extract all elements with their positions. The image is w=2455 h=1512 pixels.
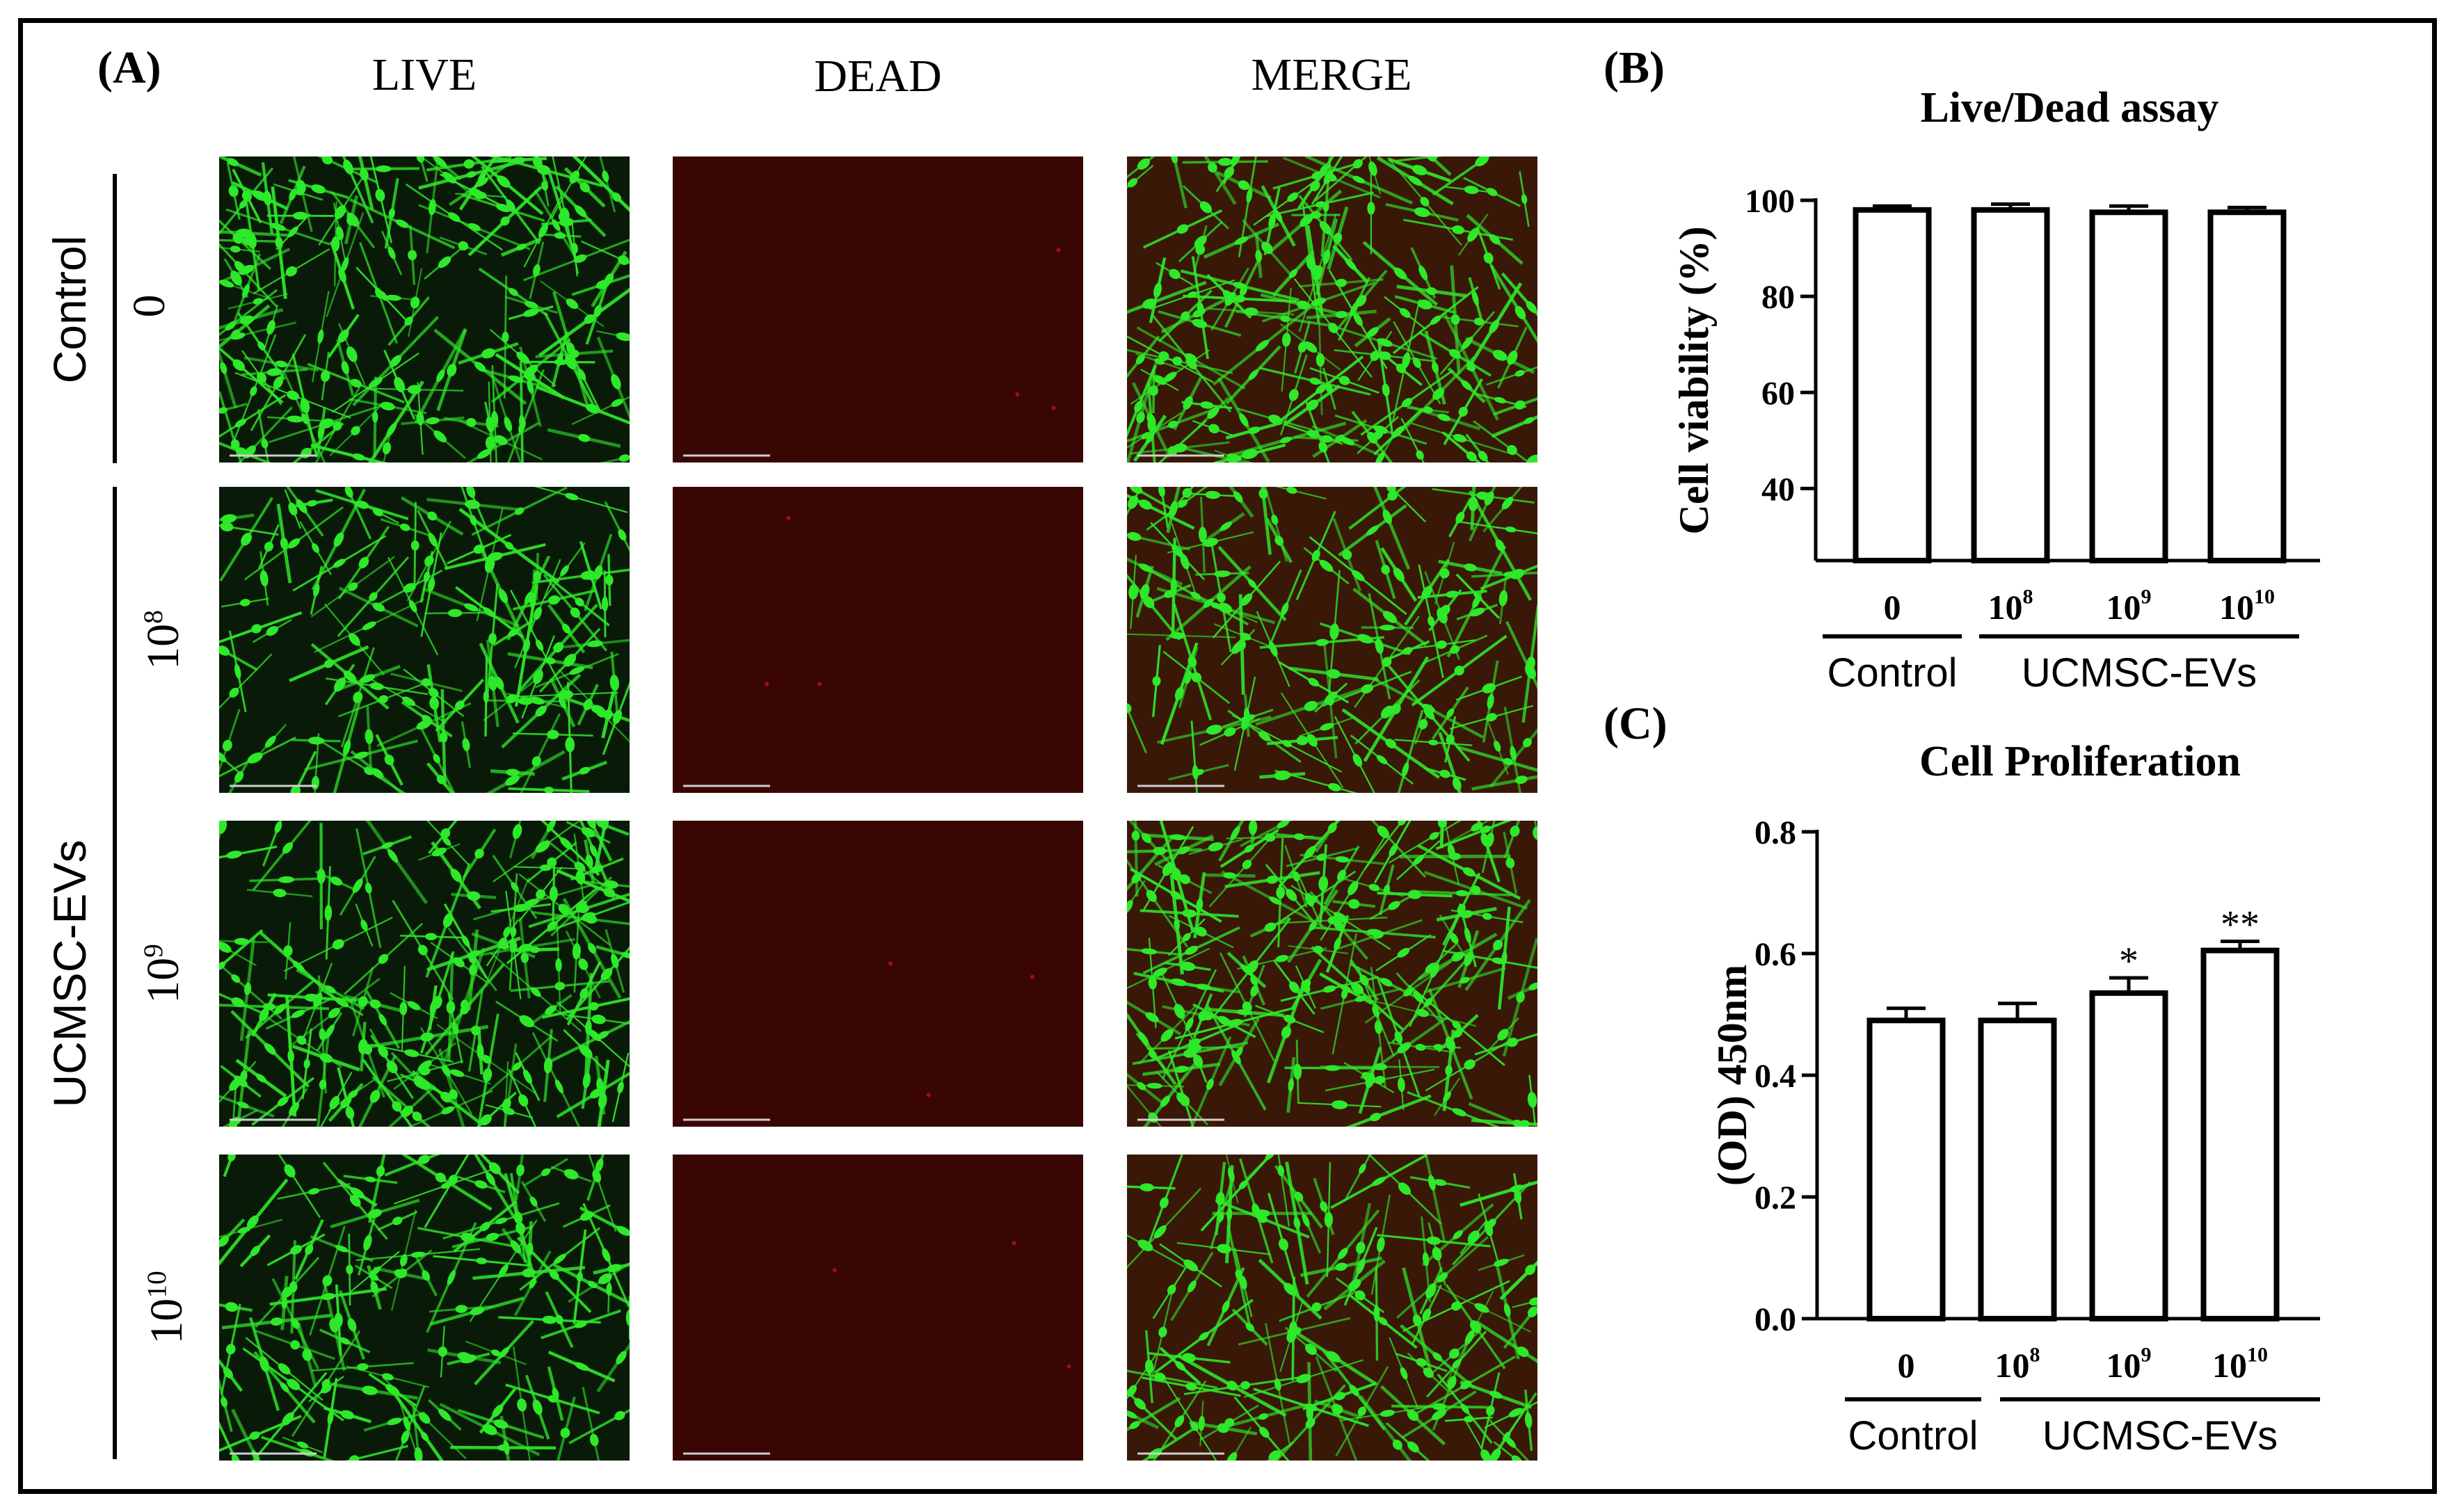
- panel-a-label: (A): [97, 42, 161, 93]
- panel-c-label: (C): [1604, 698, 1668, 749]
- panel-b-label: (B): [1604, 42, 1665, 93]
- row-label-10-8: 108: [138, 610, 189, 670]
- bar: [1971, 207, 2050, 564]
- bar: [1978, 1018, 2057, 1321]
- micro-image-dead-row0: [673, 156, 1083, 463]
- y-tick-label: 60: [1761, 375, 1795, 412]
- column-head-live: LIVE: [371, 49, 477, 100]
- micro-image-merge-row1: [1127, 487, 1537, 793]
- chart-title: Live/Dead assay: [1921, 84, 2219, 131]
- group-label-ucmsc: UCMSC-EVs: [2042, 1413, 2278, 1458]
- x-tick-label: 1010: [2219, 586, 2275, 627]
- micro-image-merge-row2: [1127, 821, 1537, 1127]
- y-tick-label: 100: [1745, 183, 1795, 220]
- row-label-0: 0: [124, 294, 175, 318]
- bar: [1866, 1018, 1946, 1321]
- live-dead-chart: Live/Dead assay Cell viability (%) 40 60 80 1…: [1671, 84, 2320, 695]
- ucmsc-group-line: [113, 487, 117, 1459]
- row-label-10-10: 1010: [141, 1271, 192, 1344]
- figure-frame: [18, 18, 2437, 1494]
- proliferation-chart: Cell Proliferation (OD) 450nm 0.0 0.2 0.4 0.6…: [1709, 738, 2320, 1458]
- y-axis-label: Cell viability (%): [1671, 226, 1717, 534]
- bar: [2089, 209, 2168, 563]
- chart-title: Cell Proliferation: [1919, 738, 2241, 785]
- micro-image-live-row2: [219, 821, 630, 1127]
- group-label-ucmsc: UCMSC-EVs: [44, 839, 95, 1108]
- x-tick-label: 109: [2106, 586, 2152, 627]
- y-axis-label: (OD) 450nm: [1709, 965, 1755, 1186]
- micro-image-dead-row2: [673, 821, 1083, 1127]
- y-tick-label: 0.4: [1754, 1058, 1796, 1095]
- group-label-control: Control: [1848, 1413, 1978, 1458]
- micro-image-dead-row3: [673, 1155, 1083, 1461]
- x-tick-label: 0: [1884, 588, 1901, 627]
- x-tick-label: 108: [1988, 586, 2033, 627]
- y-tick-label: 80: [1761, 279, 1795, 316]
- bar: [1853, 207, 1932, 564]
- bar: [2207, 209, 2287, 563]
- y-tick-label: 0.0: [1754, 1301, 1796, 1338]
- y-tick-label: 0.6: [1754, 936, 1796, 973]
- column-head-dead: DEAD: [814, 51, 942, 102]
- group-label-control: Control: [1828, 650, 1958, 695]
- x-tick-label: 108: [1995, 1344, 2040, 1385]
- bar: [2089, 990, 2168, 1321]
- micro-image-merge-row0: [1127, 156, 1537, 463]
- row-label-10-9: 109: [138, 944, 189, 1004]
- micro-image-merge-row3: [1127, 1155, 1537, 1461]
- y-tick-label: 0.8: [1754, 814, 1796, 851]
- significance-marker: **: [2221, 903, 2260, 947]
- micro-image-dead-row1: [673, 487, 1083, 793]
- micro-image-live-row0: [219, 156, 630, 463]
- x-tick-label: 1010: [2212, 1344, 2268, 1385]
- column-head-merge: MERGE: [1251, 49, 1412, 100]
- micro-image-live-row1: [219, 487, 630, 793]
- group-label-control: Control: [44, 235, 95, 384]
- group-label-ucmsc: UCMSC-EVs: [2022, 650, 2257, 695]
- x-tick-label: 0: [1898, 1346, 1915, 1385]
- control-group-line: [113, 174, 117, 463]
- y-tick-label: 0.2: [1754, 1180, 1796, 1216]
- x-tick-label: 109: [2106, 1344, 2152, 1385]
- bar: [2200, 947, 2280, 1321]
- y-tick-label: 40: [1761, 471, 1795, 508]
- significance-marker: *: [2119, 940, 2138, 983]
- micro-image-live-row3: [219, 1155, 630, 1461]
